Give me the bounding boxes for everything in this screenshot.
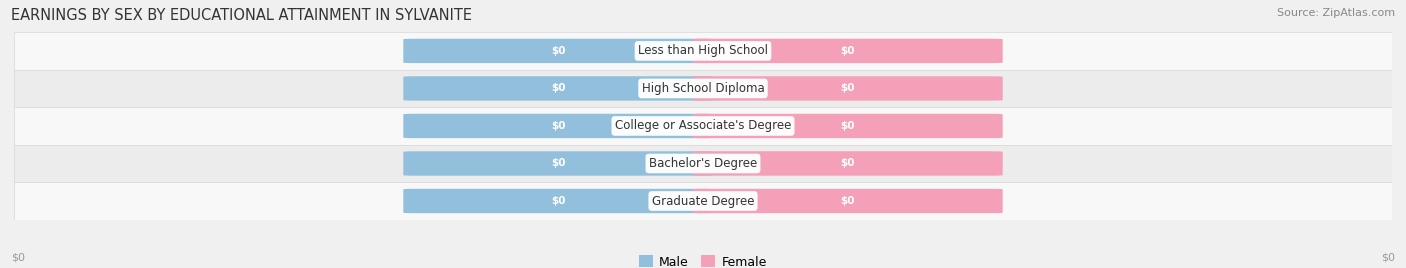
FancyBboxPatch shape bbox=[693, 151, 1002, 176]
Text: $0: $0 bbox=[1381, 253, 1395, 263]
Text: Source: ZipAtlas.com: Source: ZipAtlas.com bbox=[1277, 8, 1395, 18]
Text: $0: $0 bbox=[551, 196, 565, 206]
Bar bbox=[14, 145, 1392, 182]
Bar bbox=[14, 107, 1392, 145]
FancyBboxPatch shape bbox=[404, 151, 713, 176]
Text: $0: $0 bbox=[551, 46, 565, 56]
Text: $0: $0 bbox=[841, 121, 855, 131]
FancyBboxPatch shape bbox=[693, 189, 1002, 213]
Bar bbox=[14, 70, 1392, 107]
Text: High School Diploma: High School Diploma bbox=[641, 82, 765, 95]
Text: $0: $0 bbox=[841, 158, 855, 169]
Text: EARNINGS BY SEX BY EDUCATIONAL ATTAINMENT IN SYLVANITE: EARNINGS BY SEX BY EDUCATIONAL ATTAINMEN… bbox=[11, 8, 472, 23]
FancyBboxPatch shape bbox=[693, 114, 1002, 138]
Bar bbox=[14, 32, 1392, 70]
FancyBboxPatch shape bbox=[693, 39, 1002, 63]
FancyBboxPatch shape bbox=[693, 76, 1002, 100]
Text: $0: $0 bbox=[551, 158, 565, 169]
Text: $0: $0 bbox=[551, 121, 565, 131]
Text: $0: $0 bbox=[551, 83, 565, 94]
FancyBboxPatch shape bbox=[404, 114, 713, 138]
Text: $0: $0 bbox=[11, 253, 25, 263]
Bar bbox=[14, 182, 1392, 220]
FancyBboxPatch shape bbox=[404, 189, 713, 213]
Legend: Male, Female: Male, Female bbox=[634, 250, 772, 268]
Text: College or Associate's Degree: College or Associate's Degree bbox=[614, 120, 792, 132]
Text: Graduate Degree: Graduate Degree bbox=[652, 195, 754, 207]
FancyBboxPatch shape bbox=[404, 39, 713, 63]
Text: Less than High School: Less than High School bbox=[638, 44, 768, 57]
Text: $0: $0 bbox=[841, 196, 855, 206]
Text: Bachelor's Degree: Bachelor's Degree bbox=[650, 157, 756, 170]
Text: $0: $0 bbox=[841, 46, 855, 56]
Text: $0: $0 bbox=[841, 83, 855, 94]
FancyBboxPatch shape bbox=[404, 76, 713, 100]
